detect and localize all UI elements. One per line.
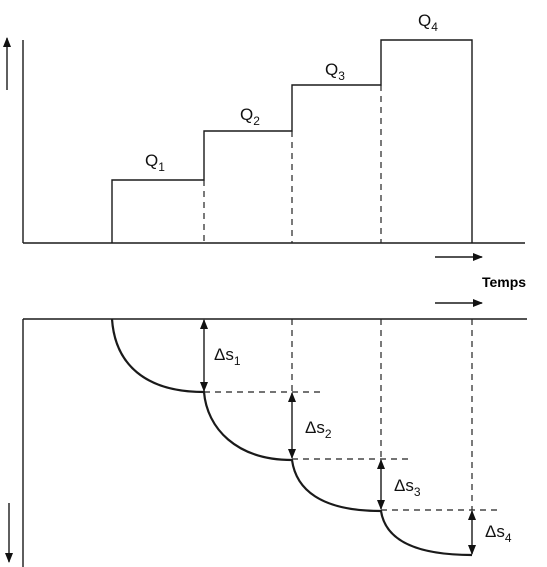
drawdown-label-ds1: Δs1: [214, 345, 241, 368]
drawdown-plot: Δs1 Δs2 Δs3 Δs4: [5, 318, 527, 567]
discharge-step-curve: [111, 39, 473, 243]
step-label-q2: Q2: [240, 105, 260, 128]
time-axis-label: Temps: [482, 274, 526, 290]
step-label-q4: Q4: [418, 11, 438, 34]
drawdown-label-ds2: Δs2: [305, 418, 332, 441]
drawdown-label-ds3: Δs3: [394, 476, 421, 499]
discharge-plot: Q1 Q2 Q3 Q4: [2, 11, 525, 244]
drawdown-label-ds4: Δs4: [485, 522, 512, 545]
drawdown-curve: [110, 318, 473, 557]
step-label-q1: Q1: [145, 151, 165, 174]
step-label-q3: Q3: [325, 60, 345, 83]
